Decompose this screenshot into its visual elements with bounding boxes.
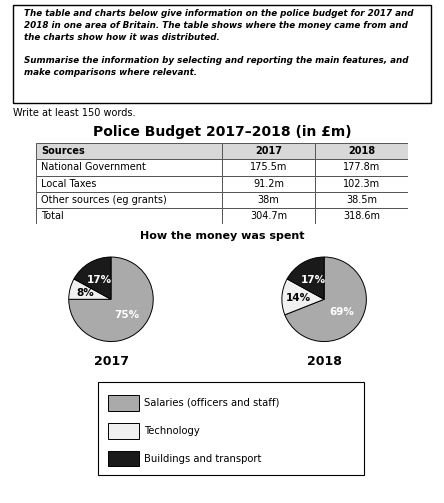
Text: Buildings and transport: Buildings and transport [144,454,262,464]
Text: Police Budget 2017–2018 (in £m): Police Budget 2017–2018 (in £m) [93,125,351,139]
Text: 8%: 8% [77,288,95,298]
Wedge shape [282,279,324,315]
Bar [108,451,139,466]
Text: 2017: 2017 [94,355,128,368]
Wedge shape [69,279,111,299]
Text: 304.7m: 304.7m [250,211,287,221]
Bar [108,423,139,439]
Wedge shape [285,257,366,342]
Bar [108,395,139,410]
Text: 2017: 2017 [255,146,282,156]
Text: Salaries (officers and staff): Salaries (officers and staff) [144,398,280,408]
Bar [36,176,222,192]
Wedge shape [69,257,153,342]
Text: 14%: 14% [285,293,310,303]
Text: Technology: Technology [144,426,200,436]
Text: Write at least 150 words.: Write at least 150 words. [13,108,136,118]
Bar [222,208,315,224]
Text: The table and charts below give information on the police budget for 2017 and
20: The table and charts below give informat… [24,9,413,77]
Wedge shape [287,257,324,299]
Bar [36,208,222,224]
Bar [315,176,408,192]
Bar [36,159,222,176]
Text: How the money was spent: How the money was spent [140,231,304,241]
Text: National Government: National Government [41,162,146,173]
Text: 69%: 69% [330,307,355,316]
Text: Local Taxes: Local Taxes [41,179,96,189]
Wedge shape [74,257,111,299]
Bar [222,159,315,176]
Bar [315,159,408,176]
Text: 175.5m: 175.5m [250,162,287,173]
Text: 177.8m: 177.8m [343,162,381,173]
Text: 17%: 17% [87,275,112,285]
Text: 38m: 38m [258,195,279,205]
Text: Sources: Sources [41,146,85,156]
Bar [315,208,408,224]
Bar [222,192,315,208]
Text: 2018: 2018 [307,355,341,368]
Text: Total: Total [41,211,64,221]
Text: 2018: 2018 [348,146,376,156]
Text: Other sources (eg grants): Other sources (eg grants) [41,195,167,205]
Text: 75%: 75% [114,310,139,320]
Bar [222,176,315,192]
Bar [222,143,315,159]
Bar [315,192,408,208]
Bar [36,192,222,208]
Bar [315,143,408,159]
Text: 17%: 17% [301,275,325,285]
Text: 318.6m: 318.6m [343,211,381,221]
Text: 91.2m: 91.2m [253,179,284,189]
Text: 38.5m: 38.5m [346,195,377,205]
Bar [36,143,222,159]
Text: 102.3m: 102.3m [343,179,381,189]
